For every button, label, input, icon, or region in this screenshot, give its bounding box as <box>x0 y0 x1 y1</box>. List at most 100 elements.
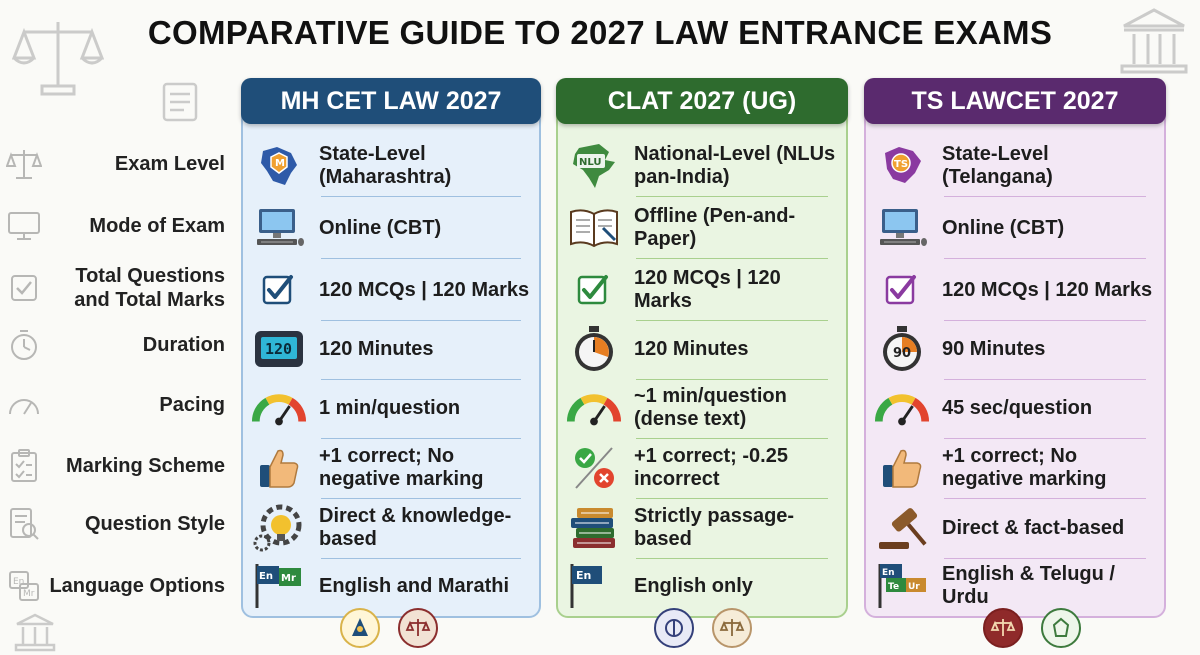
row-divider <box>636 196 828 197</box>
checkbox-icon <box>566 266 622 314</box>
row-label-exam-level: Exam Level <box>0 142 225 186</box>
exam-cell-text: State-Level (Maharashtra) <box>319 143 452 188</box>
row-divider <box>636 438 828 439</box>
checkbox-icon <box>874 266 930 314</box>
exam-cell-text: State-Level (Telangana) <box>942 143 1053 188</box>
exam-cell: 120 MCQs | 120 Marks <box>566 262 838 318</box>
monitor-icon <box>0 210 48 242</box>
row-label-text: Marking Scheme <box>66 455 225 477</box>
row-divider <box>636 379 828 380</box>
row-divider <box>321 498 521 499</box>
seals-clat <box>654 608 752 648</box>
row-label-mode: Mode of Exam <box>0 204 225 248</box>
row-label-text: Duration <box>142 334 225 356</box>
row-divider <box>321 558 521 559</box>
seal-scales-icon <box>983 608 1023 648</box>
seal-emblem-icon <box>340 608 380 648</box>
row-label-text: Exam Level <box>114 153 225 175</box>
scales-of-justice-icon <box>12 22 104 96</box>
exam-cell: 45 sec/question <box>874 380 1156 436</box>
thumbs-up-icon <box>874 444 930 492</box>
courthouse-icon <box>1120 8 1188 74</box>
exam-cell: Offline (Pen-and-Paper) <box>566 200 838 256</box>
language-icon: En Mr <box>0 569 48 603</box>
courthouse-icon <box>14 613 56 652</box>
speedometer-icon <box>251 384 307 432</box>
india-map-icon: NLU <box>566 142 622 190</box>
exam-cell-text: ~1 min/question (dense text) <box>634 385 787 430</box>
book-stack-icon <box>566 504 622 552</box>
exam-cell: 120 Minutes <box>566 321 838 377</box>
svg-text:120: 120 <box>265 340 292 358</box>
exam-cell: Direct & knowledge-based <box>251 500 531 556</box>
svg-text:TS: TS <box>894 159 908 170</box>
row-divider <box>944 558 1146 559</box>
svg-text:Mr: Mr <box>281 573 296 584</box>
row-divider <box>636 320 828 321</box>
exam-cell-text: English only <box>634 574 753 597</box>
exam-cell-text: 120 MCQs | 120 Marks <box>634 267 781 312</box>
open-book-icon <box>566 204 622 252</box>
exam-cell-text: 90 Minutes <box>942 337 1046 360</box>
gear-bulb-icon <box>251 504 307 552</box>
exam-cell: 120 MCQs | 120 Marks <box>251 262 531 318</box>
exam-cell-text: 120 MCQs | 120 Marks <box>942 278 1153 301</box>
scroll-document-icon <box>162 82 198 122</box>
row-label-text: Mode of Exam <box>89 215 225 237</box>
exam-cell-text: Direct & knowledge-based <box>319 505 512 550</box>
row-label-text: Language Options <box>49 575 225 597</box>
row-labels: Exam Level Mode of Exam Total Questions … <box>0 0 235 655</box>
language-flag-icon: En Mr <box>251 562 307 610</box>
row-divider <box>636 498 828 499</box>
exam-cell: Direct & fact-based <box>874 500 1156 556</box>
stopwatch-icon: 90 <box>874 325 930 373</box>
exam-cell-text: Online (CBT) <box>319 216 442 239</box>
exam-cell-text: Online (CBT) <box>942 216 1065 239</box>
seal-emblem-icon <box>654 608 694 648</box>
exam-cell-text: 1 min/question <box>319 396 461 419</box>
speedometer-icon <box>566 384 622 432</box>
stopwatch-icon <box>566 325 622 373</box>
svg-text:En: En <box>259 571 273 582</box>
svg-text:Te: Te <box>888 582 899 592</box>
exam-cell-text: Direct & fact-based <box>942 516 1125 539</box>
gavel-icon <box>874 504 930 552</box>
digital-timer-icon: 120 <box>251 325 307 373</box>
stopwatch-icon <box>0 328 48 362</box>
exam-cell-text: 120 Minutes <box>634 337 749 360</box>
exam-cell: NLU National-Level (NLUs pan-India) <box>566 138 838 194</box>
page-title: COMPARATIVE GUIDE TO 2027 LAW ENTRANCE E… <box>147 14 1053 51</box>
computer-icon <box>874 204 930 252</box>
row-divider <box>321 320 521 321</box>
exam-cell-text: Strictly passage-based <box>634 505 795 550</box>
seal-scales-icon <box>398 608 438 648</box>
svg-text:90: 90 <box>893 346 911 361</box>
correct-incorrect-icon <box>566 444 622 492</box>
seals-mhcet <box>340 608 438 648</box>
row-label-marking-scheme: Marking Scheme <box>0 440 225 492</box>
row-divider <box>944 196 1146 197</box>
row-divider <box>944 258 1146 259</box>
svg-text:En: En <box>13 577 24 587</box>
exam-cell: TS State-Level (Telangana) <box>874 138 1156 194</box>
exam-header: TS LAWCET 2027 <box>864 78 1166 124</box>
language-flag-icon: En <box>566 562 622 610</box>
row-label-text: Total Questions and Total Marks <box>74 265 225 311</box>
seal-emblem-icon <box>1041 608 1081 648</box>
exam-cell: +1 correct; No negative marking <box>874 440 1156 496</box>
exam-cell: M State-Level (Maharashtra) <box>251 138 531 194</box>
svg-text:NLU: NLU <box>579 157 602 168</box>
svg-text:En: En <box>882 568 895 578</box>
row-divider <box>636 558 828 559</box>
row-divider <box>944 379 1146 380</box>
seal-scales-icon <box>712 608 752 648</box>
exam-cell-text: English and Marathi <box>319 574 510 597</box>
row-divider <box>944 320 1146 321</box>
telangana-map-icon: TS <box>874 142 930 190</box>
exam-cell: Online (CBT) <box>251 200 531 256</box>
exam-cell-text: Offline (Pen-and-Paper) <box>634 205 796 250</box>
row-label-text: Pacing <box>159 394 225 416</box>
gauge-icon <box>0 390 48 420</box>
exam-cell-text: English & Telugu / Urdu <box>942 563 1115 608</box>
row-label-question-style: Question Style <box>0 502 225 546</box>
